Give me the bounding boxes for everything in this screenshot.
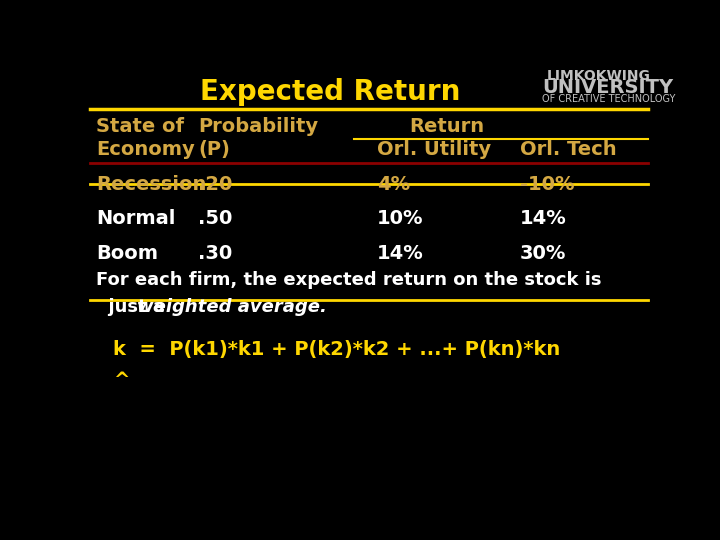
Text: 10%: 10%: [377, 210, 423, 228]
Text: .30: .30: [199, 244, 233, 263]
Text: Expected Return: Expected Return: [200, 78, 460, 106]
Text: LIMKOKWING: LIMKOKWING: [547, 69, 651, 83]
Text: .20: .20: [199, 174, 233, 194]
Text: Normal: Normal: [96, 210, 176, 228]
Text: Recession: Recession: [96, 174, 207, 194]
Text: .50: .50: [199, 210, 233, 228]
Text: Economy: Economy: [96, 140, 195, 159]
Text: OF CREATIVE TECHNOLOGY: OF CREATIVE TECHNOLOGY: [542, 93, 675, 104]
Text: 4%: 4%: [377, 174, 410, 194]
Text: just a: just a: [96, 298, 171, 316]
Text: ^: ^: [113, 371, 130, 390]
Text: Return: Return: [409, 117, 484, 136]
Text: -10%: -10%: [520, 174, 575, 194]
Text: k  =  P(k1)*k1 + P(k2)*k2 + ...+ P(kn)*kn: k = P(k1)*k1 + P(k2)*k2 + ...+ P(kn)*kn: [113, 340, 560, 359]
Text: Orl. Utility: Orl. Utility: [377, 140, 491, 159]
Text: 30%: 30%: [520, 244, 567, 263]
Text: Probability: Probability: [199, 117, 319, 136]
Text: (P): (P): [199, 140, 230, 159]
Text: 14%: 14%: [520, 210, 567, 228]
Text: Orl. Tech: Orl. Tech: [520, 140, 617, 159]
Text: For each firm, the expected return on the stock is: For each firm, the expected return on th…: [96, 272, 602, 289]
Text: UNIVERSITY: UNIVERSITY: [542, 78, 673, 97]
Text: 14%: 14%: [377, 244, 423, 263]
Text: weighted average.: weighted average.: [138, 298, 327, 316]
Text: State of: State of: [96, 117, 184, 136]
Text: Boom: Boom: [96, 244, 158, 263]
